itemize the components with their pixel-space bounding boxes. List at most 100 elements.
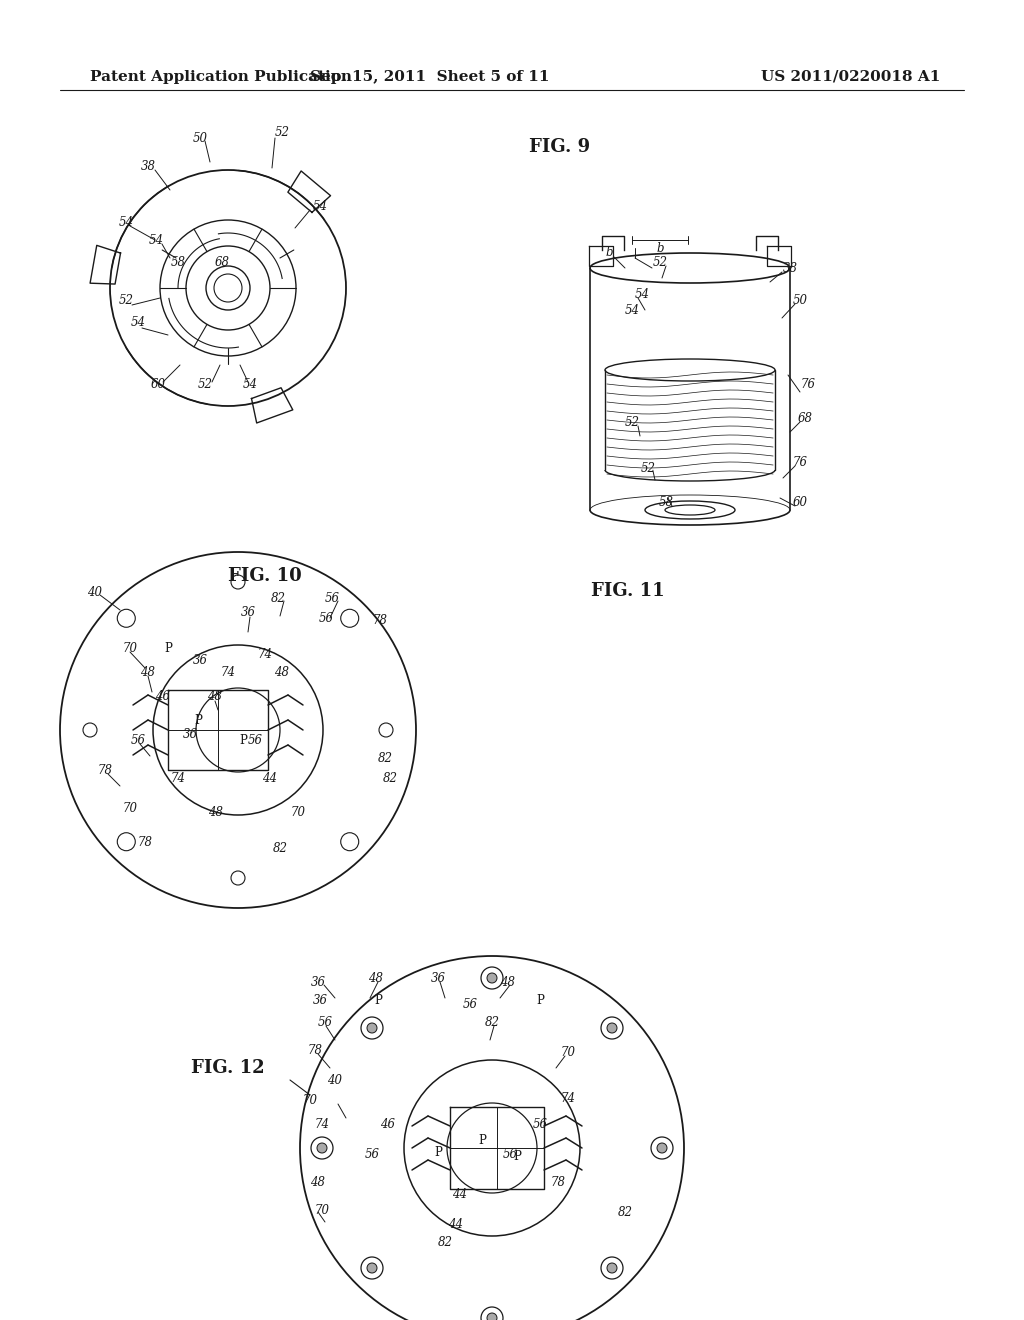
Circle shape <box>657 1143 667 1152</box>
Text: 56: 56 <box>463 998 477 1011</box>
Text: 46: 46 <box>381 1118 395 1131</box>
Text: 74: 74 <box>314 1118 330 1131</box>
Text: FIG. 10: FIG. 10 <box>228 568 302 585</box>
Text: 52: 52 <box>198 379 213 392</box>
Text: 82: 82 <box>270 591 286 605</box>
Text: 36: 36 <box>430 972 445 985</box>
Text: 40: 40 <box>87 586 102 598</box>
Text: 54: 54 <box>130 317 145 330</box>
Text: 82: 82 <box>272 842 288 854</box>
Text: 44: 44 <box>453 1188 468 1201</box>
Text: 78: 78 <box>97 763 113 776</box>
Text: 78: 78 <box>373 614 387 627</box>
Text: b: b <box>656 242 664 255</box>
Text: 70: 70 <box>291 805 305 818</box>
Text: Patent Application Publication: Patent Application Publication <box>90 70 352 84</box>
Text: 54: 54 <box>312 201 328 214</box>
Text: 54: 54 <box>243 379 257 392</box>
Text: 68: 68 <box>214 256 229 269</box>
Text: 56: 56 <box>318 611 334 624</box>
Text: 76: 76 <box>801 379 815 392</box>
Text: 48: 48 <box>274 665 290 678</box>
Text: 74: 74 <box>560 1092 575 1105</box>
Text: 36: 36 <box>312 994 328 1006</box>
Text: 56: 56 <box>248 734 262 747</box>
Text: 52: 52 <box>119 293 133 306</box>
Circle shape <box>367 1263 377 1272</box>
Text: 52: 52 <box>640 462 655 474</box>
Text: 54: 54 <box>625 304 640 317</box>
Text: 56: 56 <box>317 1016 333 1030</box>
Text: 36: 36 <box>241 606 256 619</box>
Text: 50: 50 <box>793 293 808 306</box>
Text: FIG. 9: FIG. 9 <box>529 139 591 156</box>
Text: 70: 70 <box>123 801 137 814</box>
Text: P: P <box>195 714 202 726</box>
Text: 56: 56 <box>532 1118 548 1131</box>
Text: P: P <box>374 994 382 1006</box>
Circle shape <box>317 1143 327 1152</box>
Text: 44: 44 <box>262 771 278 784</box>
Text: 56: 56 <box>130 734 145 747</box>
Text: 58: 58 <box>171 256 185 269</box>
Text: 44: 44 <box>449 1218 464 1232</box>
Text: 56: 56 <box>325 591 340 605</box>
Text: 76: 76 <box>793 455 808 469</box>
Text: Sep. 15, 2011  Sheet 5 of 11: Sep. 15, 2011 Sheet 5 of 11 <box>310 70 550 84</box>
Text: 74: 74 <box>220 665 236 678</box>
Text: 48: 48 <box>501 975 515 989</box>
Circle shape <box>487 1313 497 1320</box>
Text: 46: 46 <box>156 690 171 704</box>
Text: 82: 82 <box>383 771 397 784</box>
Text: 82: 82 <box>484 1016 500 1030</box>
Text: 70: 70 <box>314 1204 330 1217</box>
Text: 48: 48 <box>208 690 222 704</box>
Text: P: P <box>536 994 544 1006</box>
Text: 58: 58 <box>658 496 674 510</box>
Text: 82: 82 <box>437 1236 453 1249</box>
Text: 54: 54 <box>635 289 649 301</box>
Text: 56: 56 <box>503 1148 517 1162</box>
Text: P: P <box>513 1150 521 1163</box>
Circle shape <box>607 1263 617 1272</box>
Text: 78: 78 <box>307 1044 323 1056</box>
Text: US 2011/0220018 A1: US 2011/0220018 A1 <box>761 70 940 84</box>
Text: P: P <box>164 642 172 655</box>
Text: 48: 48 <box>209 805 223 818</box>
Text: P: P <box>434 1146 442 1159</box>
Text: 54: 54 <box>119 215 133 228</box>
Text: 50: 50 <box>193 132 208 144</box>
Text: 54: 54 <box>148 234 164 247</box>
Text: 56: 56 <box>365 1148 380 1162</box>
Text: 74: 74 <box>171 771 185 784</box>
Text: 82: 82 <box>378 751 392 764</box>
Text: 36: 36 <box>310 975 326 989</box>
Text: 38: 38 <box>140 161 156 173</box>
Text: P: P <box>239 734 247 747</box>
Text: 36: 36 <box>182 729 198 742</box>
Text: 52: 52 <box>274 127 290 140</box>
Text: 52: 52 <box>652 256 668 269</box>
Circle shape <box>487 973 497 983</box>
Text: 78: 78 <box>137 837 153 850</box>
Text: 70: 70 <box>123 642 137 655</box>
Text: b: b <box>605 247 612 260</box>
Text: 38: 38 <box>782 261 798 275</box>
Text: 40: 40 <box>328 1073 342 1086</box>
Text: 48: 48 <box>369 972 384 985</box>
Text: 78: 78 <box>551 1176 565 1188</box>
Text: 36: 36 <box>193 653 208 667</box>
Text: 60: 60 <box>151 379 166 392</box>
Text: P: P <box>478 1134 486 1147</box>
Text: 82: 82 <box>617 1205 633 1218</box>
Text: FIG. 12: FIG. 12 <box>191 1059 265 1077</box>
Text: 68: 68 <box>798 412 812 425</box>
Circle shape <box>367 1023 377 1034</box>
Text: 48: 48 <box>140 665 156 678</box>
Circle shape <box>607 1023 617 1034</box>
Text: 70: 70 <box>560 1045 575 1059</box>
Text: 74: 74 <box>257 648 272 661</box>
Text: 70: 70 <box>302 1093 317 1106</box>
Text: 48: 48 <box>310 1176 326 1188</box>
Text: 60: 60 <box>793 495 808 508</box>
